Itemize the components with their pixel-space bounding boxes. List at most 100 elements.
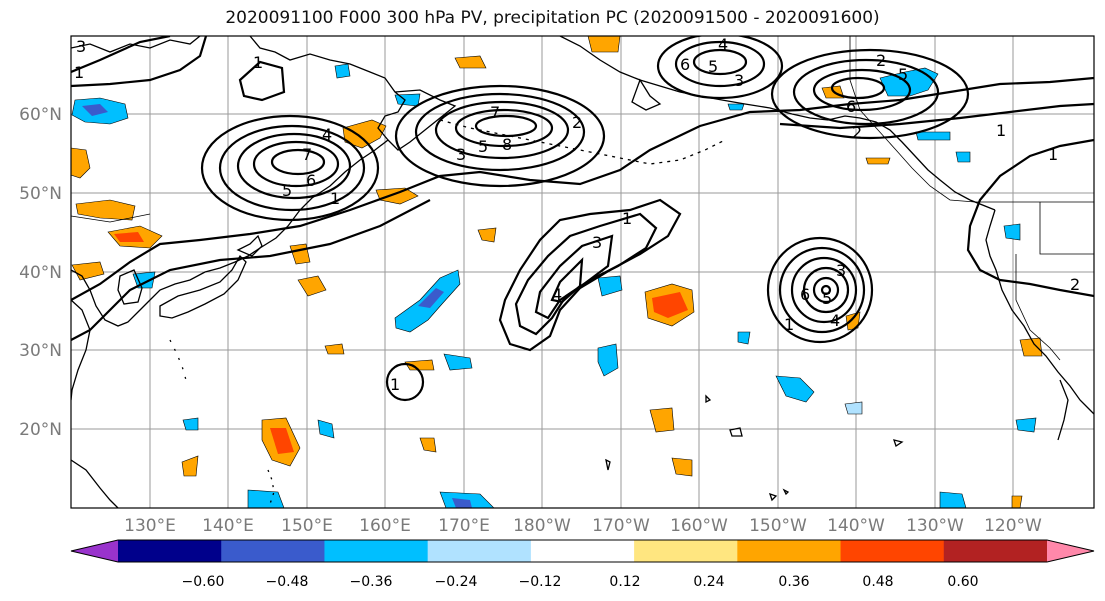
colorbar-segment (221, 540, 325, 562)
pv-contour (71, 36, 171, 74)
pv-contour-label: 3 (592, 233, 602, 252)
pv-contour-label: 4 (322, 125, 332, 144)
lat-label: 30°N (19, 341, 62, 361)
pv-contour-label: 3 (76, 37, 86, 56)
lon-labels: 130°E 140°E 150°E 160°E 170°E 180°W 170°… (124, 516, 1042, 536)
pv-contour-label: 6 (680, 55, 690, 74)
lon-label: 130°W (906, 516, 964, 536)
pv-contour-labels: 3 1 1 4 5 6 7 8 5 7 3 2 3 1 3 4 5 6 4 3 … (74, 35, 1080, 394)
pv-contour (218, 124, 366, 212)
pv-contour-label: 3 (456, 145, 466, 164)
pv-contour-label: 3 (734, 71, 744, 90)
pv-contour (514, 212, 658, 336)
pv-contour (238, 60, 286, 102)
colorbar-tick-label: −0.48 (266, 574, 309, 590)
map-frame (70, 35, 1095, 509)
colorbar-segment (118, 540, 222, 562)
pv-contour (385, 362, 425, 402)
pv-contour (779, 102, 1094, 130)
pv-contour (820, 284, 832, 296)
gridlines (71, 36, 1094, 508)
pv-contour (200, 114, 380, 222)
colorbar-outline (70, 539, 1095, 563)
pv-contour-label: 4 (718, 35, 728, 54)
pv-contour (766, 236, 874, 344)
pv-contour-label: 1 (1048, 145, 1058, 164)
lat-label: 20°N (19, 420, 62, 440)
pv-contour-label: 5 (708, 57, 718, 76)
lon-label: 140°E (202, 516, 254, 536)
lat-label: 50°N (19, 184, 62, 204)
pv-contour-label: 1 (996, 121, 1006, 140)
pv-contour-label: 6 (846, 97, 856, 116)
pv-contour-label: 1 (622, 209, 632, 228)
pv-contour-label: 7 (302, 145, 312, 164)
pv-contour (71, 199, 431, 341)
colorbar-tick-label: 0.24 (693, 574, 724, 590)
pv-contour-label: 7 (490, 103, 500, 122)
lat-label: 40°N (19, 263, 62, 283)
lon-label: 170°E (438, 516, 490, 536)
pv-contour (498, 198, 682, 352)
colorbar-tick-label: −0.24 (435, 574, 478, 590)
colorbar-extend-min (71, 540, 118, 562)
colorbar-extend-max (1047, 540, 1094, 562)
pv-contour-label: 2 (572, 113, 582, 132)
pv-contour-label: 3 (836, 261, 846, 280)
pv-contour (394, 84, 606, 188)
pv-contour (812, 276, 840, 304)
borders (71, 36, 1094, 361)
pv-contour (802, 266, 850, 314)
pv-contour (830, 76, 886, 100)
colorbar-tick-label: 0.36 (778, 574, 809, 590)
lon-label: 140°W (827, 516, 885, 536)
lon-label: 130°E (124, 516, 176, 536)
lon-label: 160°E (359, 516, 411, 536)
colorbar-segment (943, 540, 1048, 562)
pv-contour (474, 114, 538, 138)
colorbar-segment (427, 540, 532, 562)
pv-contour (454, 108, 554, 148)
colorbar-segment (737, 540, 842, 562)
pv-contour (252, 140, 340, 188)
colorbar-tick-label: −0.60 (182, 574, 225, 590)
colorbar-segment (324, 540, 429, 562)
pv-contour (550, 257, 584, 304)
pv-contour (656, 36, 784, 100)
coastlines (71, 36, 1094, 508)
pv-contour (674, 40, 766, 88)
pv-contour (790, 256, 858, 324)
colorbar-tick-label: 0.12 (609, 574, 640, 590)
pv-contour-label: 5 (898, 65, 908, 84)
pv-contour (434, 100, 570, 160)
lon-label: 150°E (281, 516, 333, 536)
pv-contour (414, 92, 586, 172)
pv-contour-label: 1 (390, 375, 400, 394)
colorbar (70, 539, 1095, 563)
colorbar-tick-label: −0.12 (519, 574, 562, 590)
pv-contour-label: 6 (800, 285, 810, 304)
colorbar-segment (634, 540, 738, 562)
pv-contour-label: 1 (253, 53, 263, 72)
pv-contour-label: 4 (552, 285, 562, 304)
colorbar-segment (530, 540, 635, 562)
lon-label: 150°W (749, 516, 807, 536)
pv-contour (236, 132, 352, 200)
pv-contour-label: 5 (822, 289, 832, 308)
pv-contour (71, 76, 1094, 301)
pv-contour-label: 1 (784, 315, 794, 334)
pv-contour-label: 2 (852, 123, 862, 142)
colorbar-tick-label: −0.36 (350, 574, 393, 590)
pv-contour-label: 4 (830, 311, 840, 330)
colorbar-tick-label: 0.60 (947, 574, 978, 590)
pv-contour (270, 148, 326, 176)
colorbar-tick-label: 0.48 (862, 574, 893, 590)
colorbar-segment (840, 540, 945, 562)
pv-contour (792, 58, 940, 126)
precip-shading (71, 36, 1043, 508)
pv-contour (778, 246, 866, 334)
map-title: 2020091100 F000 300 hPa PV, precipitatio… (225, 8, 880, 28)
pv-contour-label: 2 (1070, 275, 1080, 294)
lat-labels: 60°N 50°N 40°N 30°N 20°N (19, 105, 62, 440)
